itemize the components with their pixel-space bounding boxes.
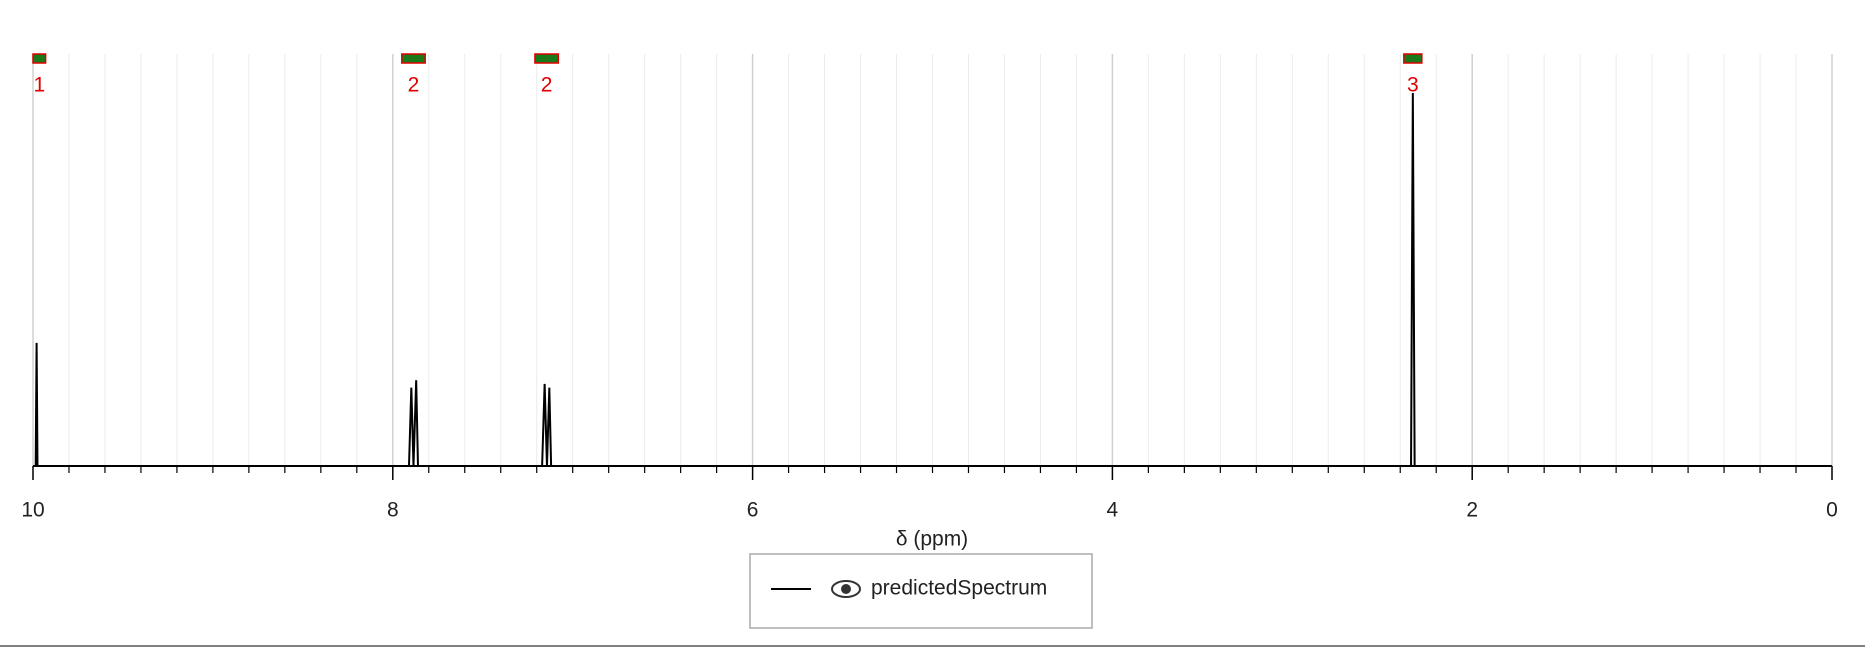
integral-label: 1 xyxy=(33,74,45,97)
spectrum-line xyxy=(33,92,1832,467)
integral-label: 2 xyxy=(408,74,420,97)
integral-marker xyxy=(401,53,426,64)
legend xyxy=(749,553,1093,629)
x-tick-label: 2 xyxy=(1466,499,1478,522)
x-tick-label: 8 xyxy=(387,499,399,522)
legend-eye-icon[interactable] xyxy=(831,580,861,598)
integral-label: 3 xyxy=(1407,74,1419,97)
x-tick-label: 4 xyxy=(1107,499,1119,522)
x-tick-label: 6 xyxy=(747,499,759,522)
integral-marker xyxy=(32,53,47,64)
integral-marker xyxy=(534,53,560,64)
x-axis-title: δ (ppm) xyxy=(896,528,968,551)
integral-marker xyxy=(1403,53,1423,64)
x-tick-label: 10 xyxy=(21,499,44,522)
legend-label[interactable]: predictedSpectrum xyxy=(871,577,1047,600)
x-tick-label: 0 xyxy=(1826,499,1838,522)
integral-label: 2 xyxy=(541,74,553,97)
